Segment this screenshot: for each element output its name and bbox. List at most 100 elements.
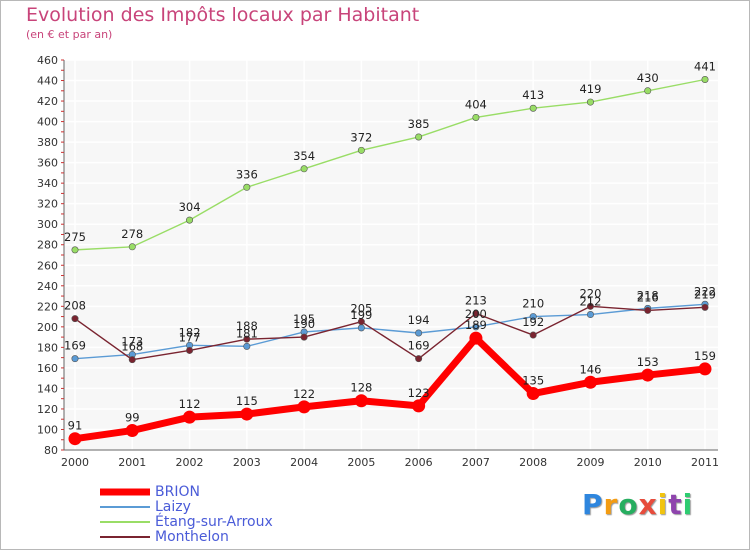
y-tick-label: 180 [37, 341, 58, 354]
data-point [415, 329, 423, 337]
data-point [186, 346, 194, 354]
y-tick-label: 360 [37, 157, 58, 170]
data-label: 192 [522, 315, 544, 329]
data-label: 188 [236, 319, 258, 333]
x-tick-label: 2003 [233, 456, 261, 469]
data-label: 210 [522, 297, 544, 311]
x-tick-label: 2006 [405, 456, 433, 469]
data-point [240, 407, 254, 421]
data-label: 190 [293, 317, 315, 331]
data-label: 146 [579, 362, 601, 376]
data-point [128, 356, 136, 364]
data-label: 194 [408, 313, 430, 327]
logo-letter: t [668, 488, 683, 521]
data-point [68, 432, 82, 446]
data-point [583, 375, 597, 389]
y-tick-label: 340 [37, 177, 58, 190]
data-label: 213 [465, 294, 487, 308]
data-label: 278 [121, 227, 143, 241]
data-point [71, 355, 79, 363]
data-point [469, 331, 483, 345]
data-label: 419 [579, 82, 601, 96]
legend-label-laizy: Laizy [155, 499, 191, 515]
y-tick-label: 100 [37, 423, 58, 436]
data-label: 275 [64, 230, 86, 244]
x-tick-label: 2000 [61, 456, 89, 469]
x-tick-label: 2009 [576, 456, 604, 469]
data-point [243, 183, 251, 191]
data-label: 336 [236, 167, 258, 181]
proxiti-logo: Proxiti [582, 488, 693, 521]
data-label: 195 [293, 312, 315, 326]
data-point [243, 335, 251, 343]
data-label: 385 [408, 117, 430, 131]
y-tick-label: 460 [37, 54, 58, 67]
y-tick-label: 380 [37, 136, 58, 149]
data-point [357, 324, 365, 332]
data-label: 112 [179, 397, 201, 411]
logo-letter: r [603, 488, 619, 521]
y-tick-label: 320 [37, 198, 58, 211]
x-tick-label: 2008 [519, 456, 547, 469]
legend-label-monthelon: Monthelon [155, 529, 229, 545]
data-point [644, 87, 652, 95]
data-point [415, 355, 423, 363]
data-point [641, 368, 655, 382]
data-point [300, 165, 308, 173]
x-tick-label: 2011 [691, 456, 719, 469]
data-point [297, 400, 311, 414]
legend-label-brion: BRION [155, 484, 200, 500]
data-label: 177 [179, 330, 201, 344]
data-label: 135 [522, 374, 544, 388]
legend-label-etang: Étang-sur-Arroux [155, 514, 273, 530]
x-tick-label: 2001 [118, 456, 146, 469]
series-line-0 [74, 334, 706, 443]
data-point [415, 133, 423, 141]
series-line-2 [74, 78, 706, 251]
data-label: 220 [579, 286, 601, 300]
y-tick-label: 80 [44, 444, 58, 457]
y-tick-label: 440 [37, 75, 58, 88]
data-point [412, 399, 426, 413]
data-point [354, 394, 368, 408]
data-label: 169 [64, 339, 86, 353]
data-label: 413 [522, 88, 544, 102]
y-tick-label: 400 [37, 116, 58, 129]
data-label: 128 [350, 381, 372, 395]
data-label: 91 [68, 419, 83, 433]
data-label: 169 [408, 339, 430, 353]
data-label: 216 [637, 290, 659, 304]
x-tick-label: 2002 [176, 456, 204, 469]
data-label: 212 [579, 295, 601, 309]
y-tick-label: 420 [37, 95, 58, 108]
plot-background [64, 60, 718, 450]
data-label: 168 [121, 340, 143, 354]
x-tick-label: 2004 [290, 456, 318, 469]
logo-letter: x [638, 488, 658, 521]
data-point [357, 318, 365, 326]
series-line-1 [74, 303, 706, 360]
y-tick-label: 220 [37, 300, 58, 313]
data-label: 218 [637, 288, 659, 302]
data-label: 115 [236, 394, 258, 408]
chart-subtitle: (en € et par an) [26, 28, 113, 41]
data-label: 430 [637, 71, 659, 85]
data-label: 182 [179, 325, 201, 339]
data-point [701, 76, 709, 84]
x-tick-label: 2010 [634, 456, 662, 469]
data-label: 372 [350, 130, 372, 144]
data-label: 159 [694, 349, 716, 363]
logo-letter: P [582, 488, 604, 521]
data-label: 441 [694, 60, 716, 74]
data-label: 304 [179, 200, 201, 214]
data-label: 123 [408, 386, 430, 400]
y-tick-label: 240 [37, 280, 58, 293]
data-label: 99 [125, 411, 140, 425]
data-label: 200 [465, 307, 487, 321]
data-point [586, 98, 594, 106]
x-tick-label: 2007 [462, 456, 490, 469]
data-label: 189 [465, 318, 487, 332]
y-tick-label: 260 [37, 259, 58, 272]
y-tick-label: 300 [37, 218, 58, 231]
data-point [526, 387, 540, 401]
